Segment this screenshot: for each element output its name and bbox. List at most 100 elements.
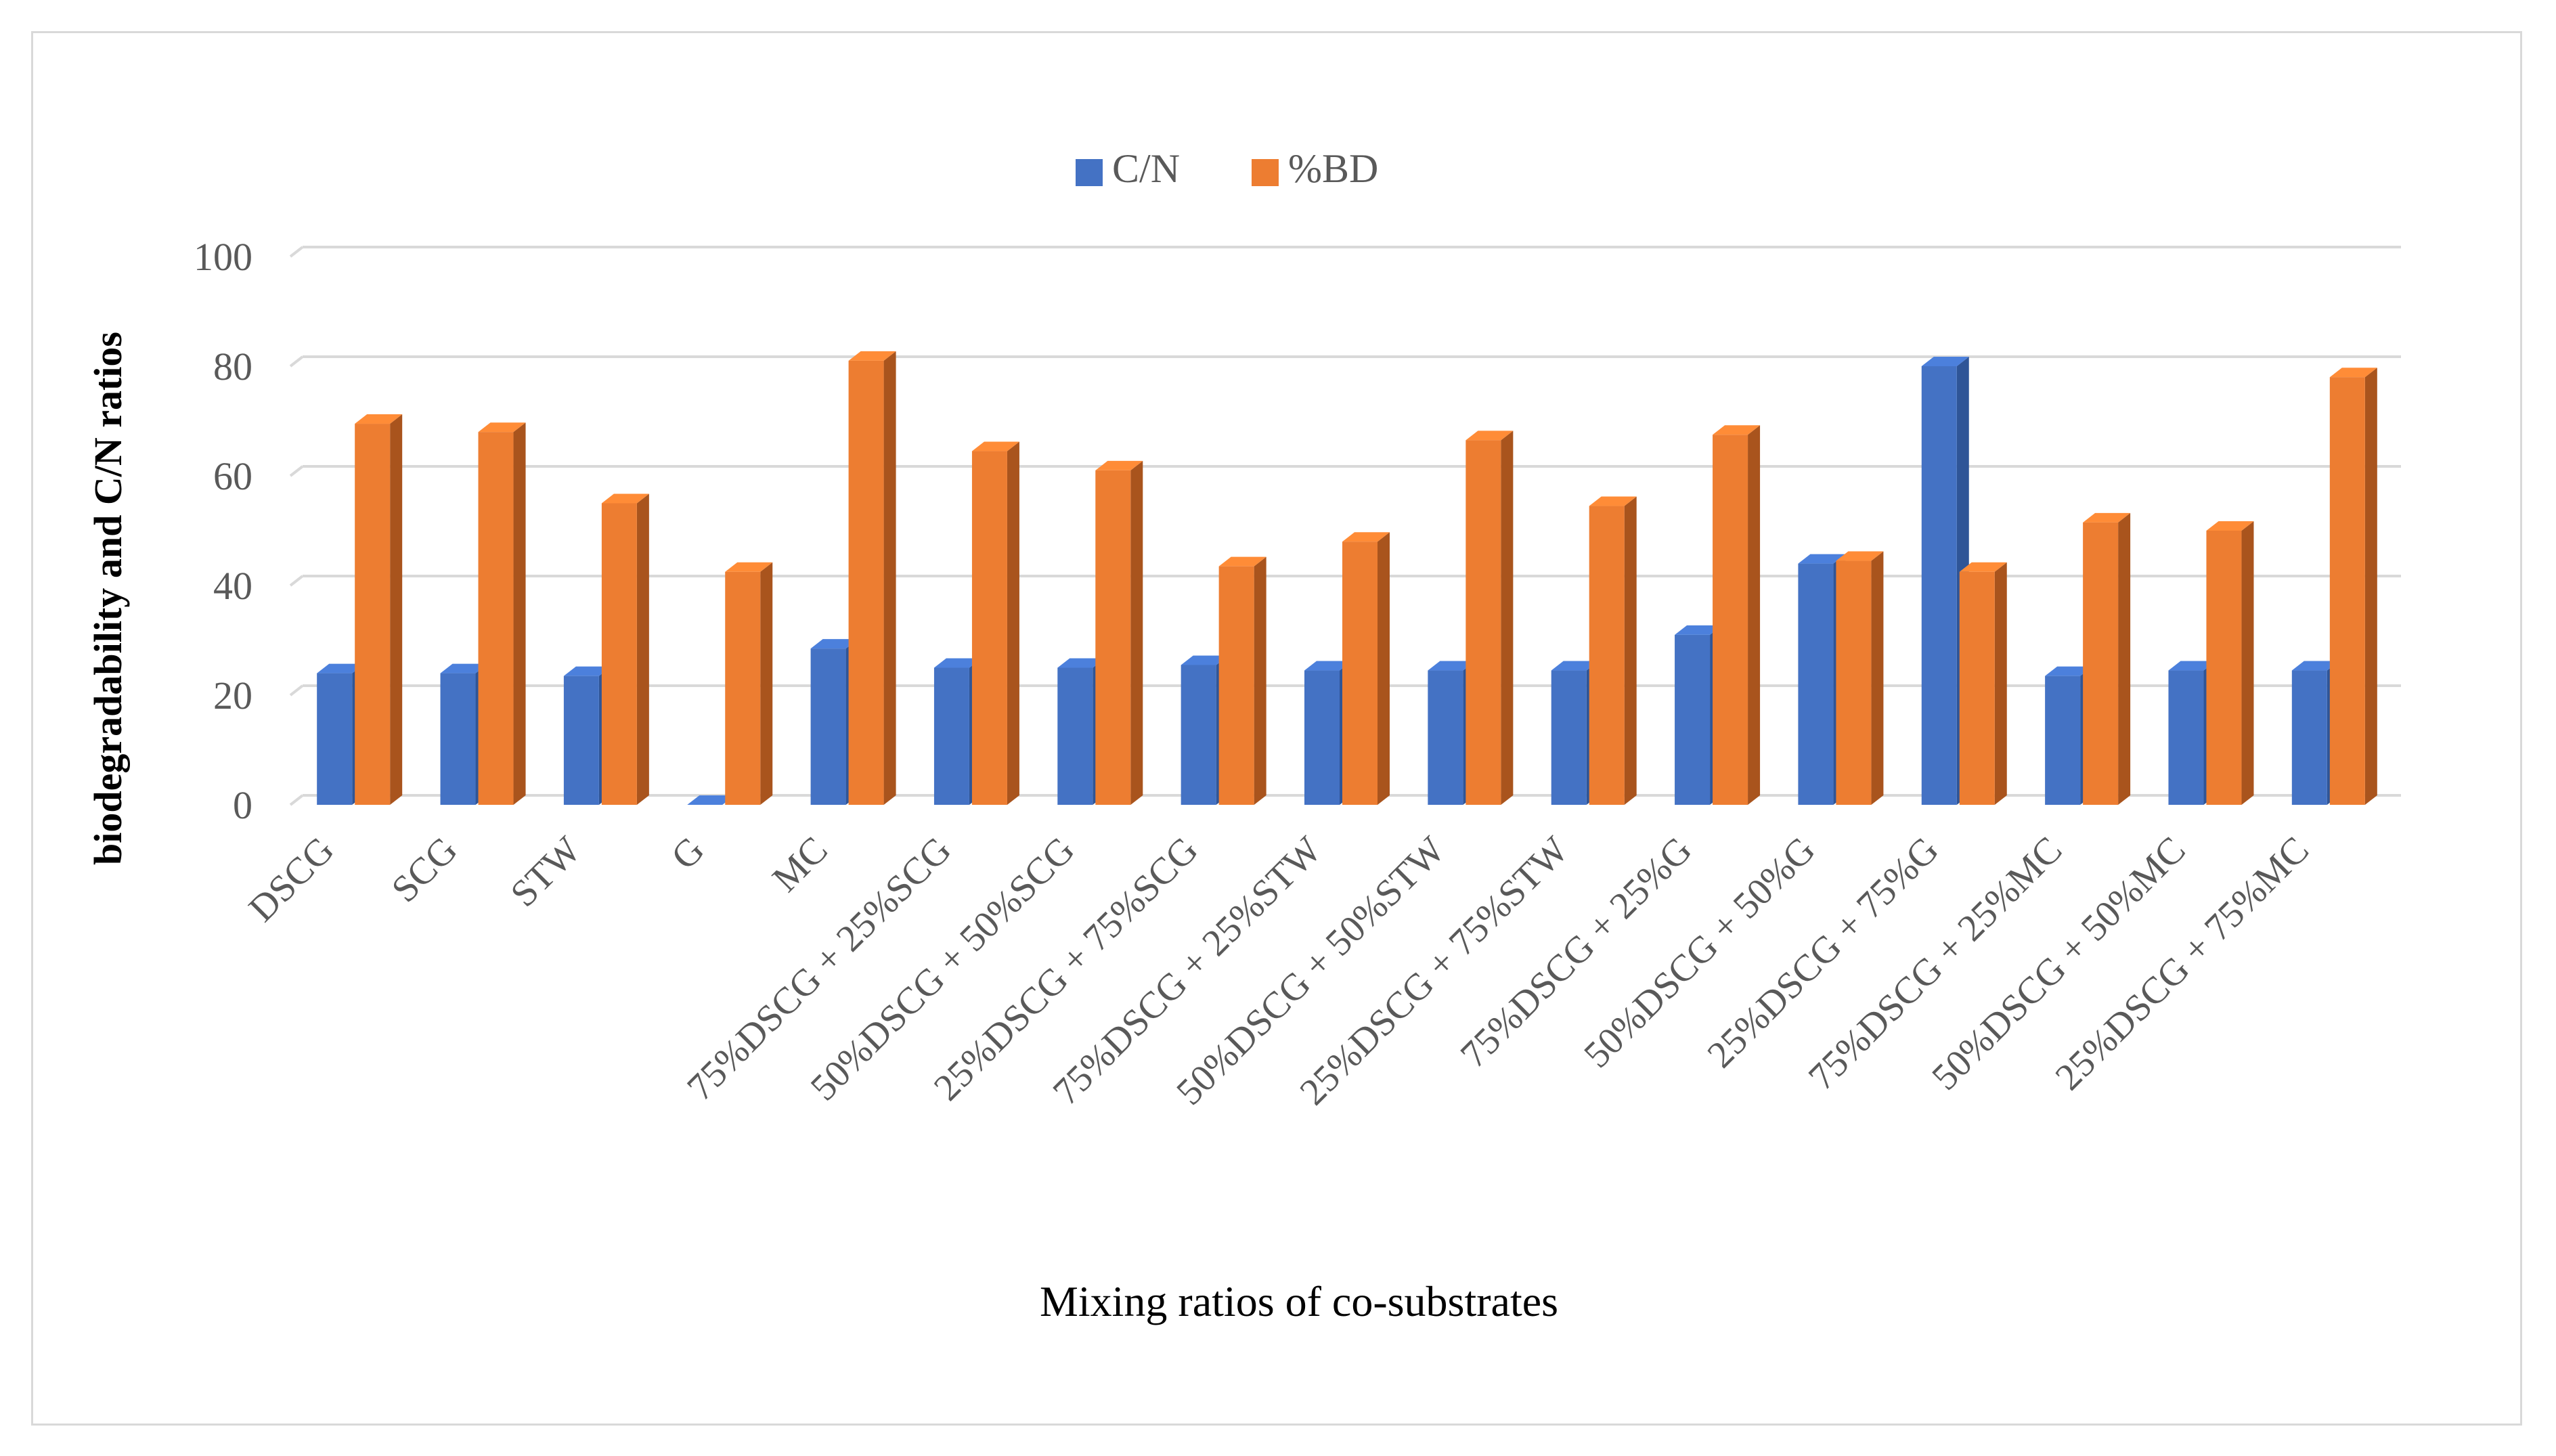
bar-side <box>513 422 526 805</box>
bar-front <box>1589 506 1625 805</box>
bar-top <box>601 493 649 504</box>
bar-bd <box>1342 532 1390 805</box>
bar-side <box>1624 496 1637 805</box>
bar-front <box>1095 470 1131 805</box>
bar-front <box>1921 366 1957 805</box>
bar-front <box>2206 531 2242 805</box>
bar-bd <box>1713 425 1761 805</box>
bar-front <box>1057 667 1093 805</box>
legend-swatch-bd <box>1252 159 1279 186</box>
x-tick-label: 50%DSCG + 50%G <box>1576 829 1823 1076</box>
x-axis-label: Mixing ratios of co-substrates <box>1040 1277 1558 1325</box>
bar-side <box>1130 460 1143 805</box>
bar-front <box>355 424 391 805</box>
bar-side <box>1748 425 1761 805</box>
bar-front <box>848 360 884 805</box>
gridline-depth <box>289 575 304 587</box>
bar-top <box>2206 521 2254 531</box>
bar-side <box>1994 562 2007 805</box>
bar-top <box>725 562 773 572</box>
y-tick-label: 60 <box>213 454 252 498</box>
bar-top <box>1713 425 1761 435</box>
bar-top <box>1589 496 1637 506</box>
y-tick-label: 20 <box>213 674 252 718</box>
gridline-depth <box>289 355 304 368</box>
bar-top <box>1466 431 1514 441</box>
bars <box>317 351 2377 805</box>
x-tick-label: STW <box>503 829 590 915</box>
bar-side <box>636 493 649 805</box>
bar-top <box>848 351 896 361</box>
x-tick-label: 75%DSCG + 25%G <box>1453 829 1700 1076</box>
bar-top <box>971 441 1019 451</box>
chart-frame: 0 20 40 60 80 100 DSCG SCG STW G MC 75%DSCG + 25%S… <box>31 31 2522 1426</box>
bar-bd <box>2083 512 2131 805</box>
bar-front <box>1836 560 1872 805</box>
bar-side <box>2364 368 2377 805</box>
gridline-depth <box>289 246 304 258</box>
bar-front <box>725 571 761 805</box>
bar-bd <box>1836 551 1884 805</box>
bar-bd <box>848 351 896 805</box>
bar-bd <box>971 441 1019 805</box>
bar-top <box>1057 658 1105 668</box>
y-tick-label: 40 <box>213 564 252 608</box>
bar-bd <box>1589 496 1637 805</box>
bar-bd <box>1466 431 1514 805</box>
bar-top <box>440 663 488 674</box>
bar-front <box>1713 435 1748 805</box>
bar-top <box>2168 661 2216 671</box>
bar-top <box>1836 551 1884 561</box>
bar-top <box>1428 661 1476 671</box>
bar-side <box>2118 512 2131 805</box>
bar-front <box>1181 665 1216 805</box>
bar-top <box>1551 661 1599 671</box>
bar-front <box>601 503 637 805</box>
bar-top <box>563 666 611 676</box>
y-axis-label: biodegradability and C/N ratios <box>86 332 130 865</box>
bar-front <box>563 676 599 805</box>
bar-front <box>2168 670 2204 805</box>
bar-front <box>810 648 846 805</box>
bar-front <box>1959 571 1995 805</box>
bar-bd <box>2329 368 2377 805</box>
bar-front <box>971 451 1007 805</box>
bar-top <box>478 422 526 433</box>
x-tick-label: 25%DSCG + 75%G <box>1700 829 1947 1076</box>
bar-bd <box>478 422 526 805</box>
bar-front <box>1675 634 1711 805</box>
legend-label-cn: C/N <box>1112 146 1180 191</box>
bar-front <box>1551 670 1587 805</box>
bar-side <box>883 351 896 805</box>
gridline-depth <box>289 684 304 697</box>
y-tick-label: 80 <box>213 345 252 389</box>
bar-top <box>2083 512 2131 523</box>
bar-front <box>1466 440 1501 805</box>
bar-bd <box>1218 556 1266 805</box>
x-tick-label: SCG <box>384 829 466 910</box>
bar-side <box>1378 532 1390 805</box>
bar-bd <box>2206 521 2254 805</box>
bar-bd <box>355 414 403 805</box>
bar-side <box>1254 556 1266 805</box>
bar-top <box>355 414 403 424</box>
bar-top <box>1304 661 1352 671</box>
bar-front <box>2291 670 2327 805</box>
bar-front <box>478 432 514 805</box>
x-tick-label: DSCG <box>241 829 342 929</box>
bar-bd <box>601 493 649 805</box>
bar-front <box>1342 542 1378 805</box>
bar-front <box>2329 377 2365 805</box>
bar-top <box>1218 556 1266 567</box>
legend: C/N %BD <box>1076 146 1378 191</box>
bar-front <box>2045 676 2081 805</box>
y-axis-ticks: 0 20 40 60 80 100 <box>194 235 252 827</box>
bar-top <box>317 663 365 674</box>
legend-label-bd: %BD <box>1288 146 1378 191</box>
bar-top <box>1181 655 1229 665</box>
bar-front <box>317 673 353 805</box>
bar-top <box>810 639 858 649</box>
bar-front <box>1428 670 1463 805</box>
y-tick-label: 0 <box>233 783 252 827</box>
